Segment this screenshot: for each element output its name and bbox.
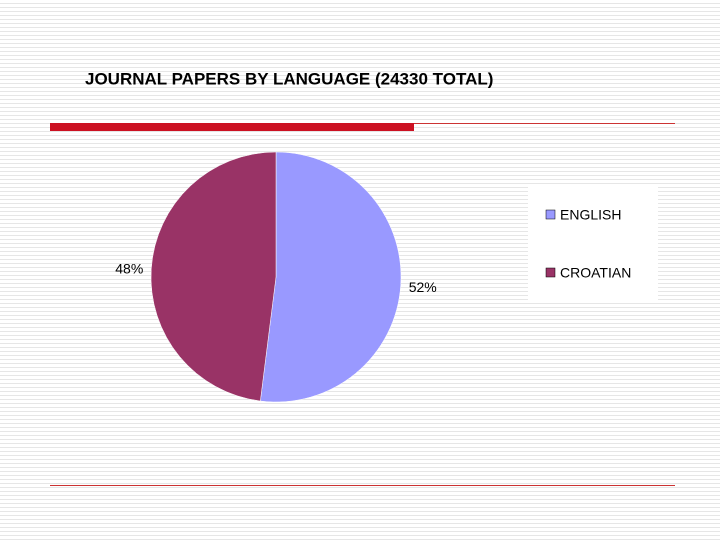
chart-title: JOURNAL PAPERS BY LANGUAGE (24330 TOTAL)	[85, 69, 493, 88]
pie-slice	[260, 151, 402, 403]
legend-label: CROATIAN	[560, 265, 631, 281]
data-label: 52%	[409, 279, 437, 295]
legend	[528, 185, 658, 302]
pie-slice	[150, 151, 277, 402]
data-label: 48%	[115, 260, 143, 276]
legend-swatch	[545, 209, 556, 220]
title-bar	[50, 123, 414, 131]
legend-swatch	[545, 267, 556, 278]
legend-label: ENGLISH	[560, 207, 621, 223]
